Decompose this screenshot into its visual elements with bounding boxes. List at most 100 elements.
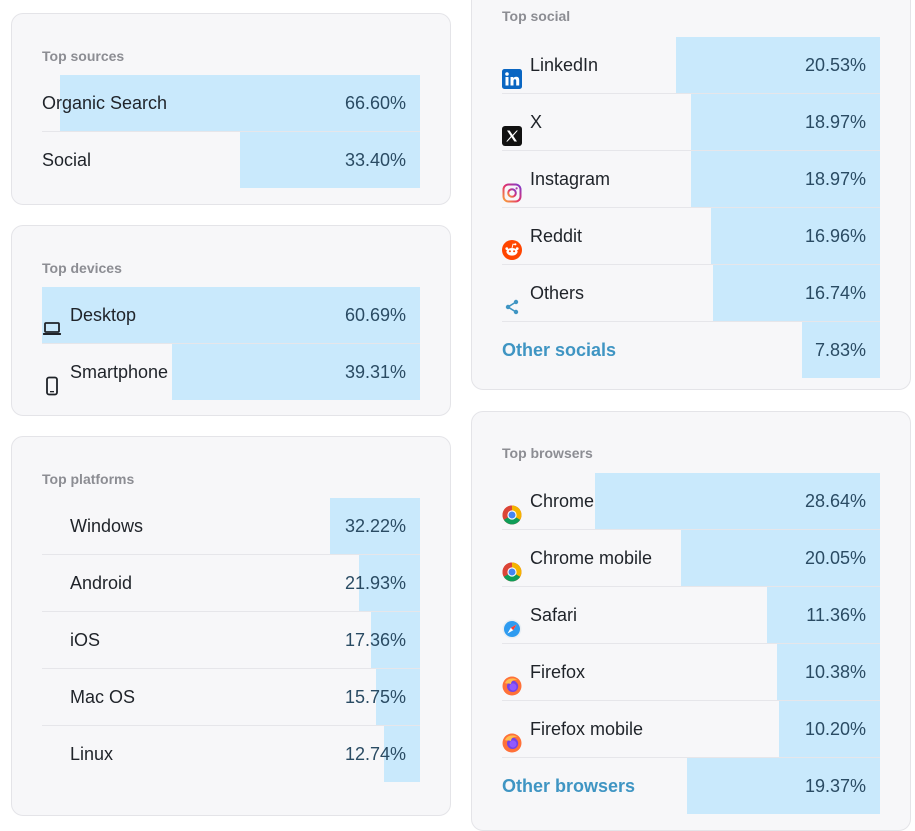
- row-value: 18.97%: [804, 112, 866, 132]
- row-label: Others: [530, 283, 585, 303]
- chrome-icon: [502, 548, 522, 582]
- row-value: 11.36%: [806, 605, 866, 625]
- top-platforms-title: Top platforms: [42, 471, 135, 487]
- row-label-wrap: LinkedIn: [502, 37, 598, 93]
- percentage-bar: [239, 132, 420, 188]
- row-label: Reddit: [530, 226, 583, 246]
- other-browsers-link[interactable]: Other browsers: [502, 776, 636, 796]
- percentage-bar: [802, 322, 880, 378]
- other-socials-link[interactable]: Other socials: [502, 340, 617, 360]
- percentage-bar: [371, 612, 420, 668]
- row-label: Desktop: [70, 305, 137, 325]
- list-item[interactable]: Windows 32.22%: [42, 498, 420, 554]
- row-label: Instagram: [530, 169, 611, 189]
- instagram-icon: [502, 169, 522, 203]
- top-platforms-list: Windows 32.22% Android 21.93% iOS 17.36%…: [42, 498, 420, 782]
- row-value: 16.74%: [804, 283, 866, 303]
- linkedin-icon: [502, 55, 522, 89]
- row-label: Linux: [70, 744, 114, 764]
- laptop-icon: [42, 305, 62, 335]
- row-value: 33.40%: [344, 150, 406, 170]
- row-label-wrap: Instagram: [502, 151, 610, 207]
- row-label: Mac OS: [70, 687, 136, 707]
- firefox-icon: [502, 662, 522, 696]
- row-value: 28.64%: [804, 491, 866, 511]
- top-devices-title: Top devices: [42, 260, 122, 276]
- row-value: 39.31%: [344, 362, 406, 382]
- row-label: Chrome mobile: [530, 548, 653, 568]
- percentage-bar: [358, 555, 420, 611]
- firefox-icon: [502, 719, 522, 753]
- top-devices-card: Top devices Desktop 60.69% Smartphone 39…: [11, 225, 451, 416]
- top-browsers-card: Top browsers Chrome 28.64% Chrome mobile…: [471, 411, 911, 831]
- row-label-wrap: Desktop: [42, 287, 136, 343]
- row-value: 20.53%: [804, 55, 866, 75]
- row-label: Smartphone: [70, 362, 169, 382]
- row-value: 32.22%: [344, 516, 406, 536]
- percentage-bar: [776, 644, 880, 700]
- percentage-bar: [329, 498, 420, 554]
- share-icon: [502, 283, 522, 315]
- percentage-bar: [778, 701, 880, 757]
- percentage-bar: [384, 726, 420, 782]
- top-devices-list: Desktop 60.69% Smartphone 39.31%: [42, 287, 420, 400]
- list-item[interactable]: Chrome mobile 20.05%: [502, 529, 880, 586]
- other-socials-row[interactable]: Other socials 7.83%: [502, 321, 880, 378]
- list-item[interactable]: Social 33.40%: [42, 131, 420, 188]
- row-value: 10.38%: [804, 662, 866, 682]
- list-item[interactable]: Safari 11.36%: [502, 586, 880, 643]
- row-label: Android: [70, 573, 133, 593]
- list-item[interactable]: Organic Search 66.60%: [42, 75, 420, 131]
- row-label: Firefox: [530, 662, 586, 682]
- list-item[interactable]: Mac OS 15.75%: [42, 668, 420, 725]
- row-value: 60.69%: [344, 305, 406, 325]
- row-label: Windows: [70, 516, 144, 536]
- top-browsers-list: Chrome 28.64% Chrome mobile 20.05% Safar…: [502, 473, 880, 814]
- top-sources-list: Organic Search 66.60% Social 33.40%: [42, 75, 420, 188]
- top-sources-card: Top sources Organic Search 66.60% Social…: [11, 13, 451, 205]
- row-value: 18.97%: [804, 169, 866, 189]
- row-value: 66.60%: [344, 93, 406, 113]
- row-label: Chrome: [530, 491, 595, 511]
- list-item[interactable]: Desktop 60.69%: [42, 287, 420, 343]
- list-item[interactable]: Firefox mobile 10.20%: [502, 700, 880, 757]
- row-value: 7.83%: [814, 340, 866, 360]
- top-social-list: LinkedIn 20.53% X 18.97% Instagram 18.9: [502, 37, 880, 378]
- row-label-wrap: Others: [502, 265, 584, 321]
- list-item[interactable]: LinkedIn 20.53%: [502, 37, 880, 93]
- row-label: Organic Search: [42, 93, 168, 113]
- row-value: 20.05%: [804, 548, 866, 568]
- list-item[interactable]: Firefox 10.38%: [502, 643, 880, 700]
- other-browsers-row[interactable]: Other browsers 19.37%: [502, 757, 880, 814]
- x-icon: [502, 112, 522, 146]
- safari-icon: [502, 605, 522, 639]
- top-social-card: Top social LinkedIn 20.53% X 18.97%: [471, 0, 911, 390]
- row-label-wrap: X: [502, 94, 542, 150]
- percentage-bar: [713, 265, 880, 321]
- top-sources-title: Top sources: [42, 48, 125, 64]
- row-label-wrap: Firefox mobile: [502, 701, 643, 757]
- list-item[interactable]: iOS 17.36%: [42, 611, 420, 668]
- list-item[interactable]: Instagram 18.97%: [502, 150, 880, 207]
- list-item[interactable]: Linux 12.74%: [42, 725, 420, 782]
- percentage-bar: [675, 37, 880, 93]
- percentage-bar: [767, 587, 880, 643]
- percentage-bar: [691, 94, 880, 150]
- list-item[interactable]: Smartphone 39.31%: [42, 343, 420, 400]
- row-value: 16.96%: [804, 226, 866, 246]
- percentage-bar: [711, 208, 880, 264]
- row-value: 12.74%: [344, 744, 406, 764]
- row-label: Safari: [530, 605, 578, 625]
- percentage-bar: [42, 287, 420, 343]
- row-value: 15.75%: [344, 687, 406, 707]
- list-item[interactable]: Reddit 16.96%: [502, 207, 880, 264]
- list-item[interactable]: Others 16.74%: [502, 264, 880, 321]
- top-browsers-title: Top browsers: [502, 445, 593, 461]
- list-item[interactable]: Android 21.93%: [42, 554, 420, 611]
- row-label-wrap: Chrome: [502, 473, 594, 529]
- list-item[interactable]: Chrome 28.64%: [502, 473, 880, 529]
- list-item[interactable]: X 18.97%: [502, 93, 880, 150]
- row-label-wrap: Firefox: [502, 644, 585, 700]
- row-label: X: [530, 112, 543, 132]
- top-social-title: Top social: [502, 8, 571, 24]
